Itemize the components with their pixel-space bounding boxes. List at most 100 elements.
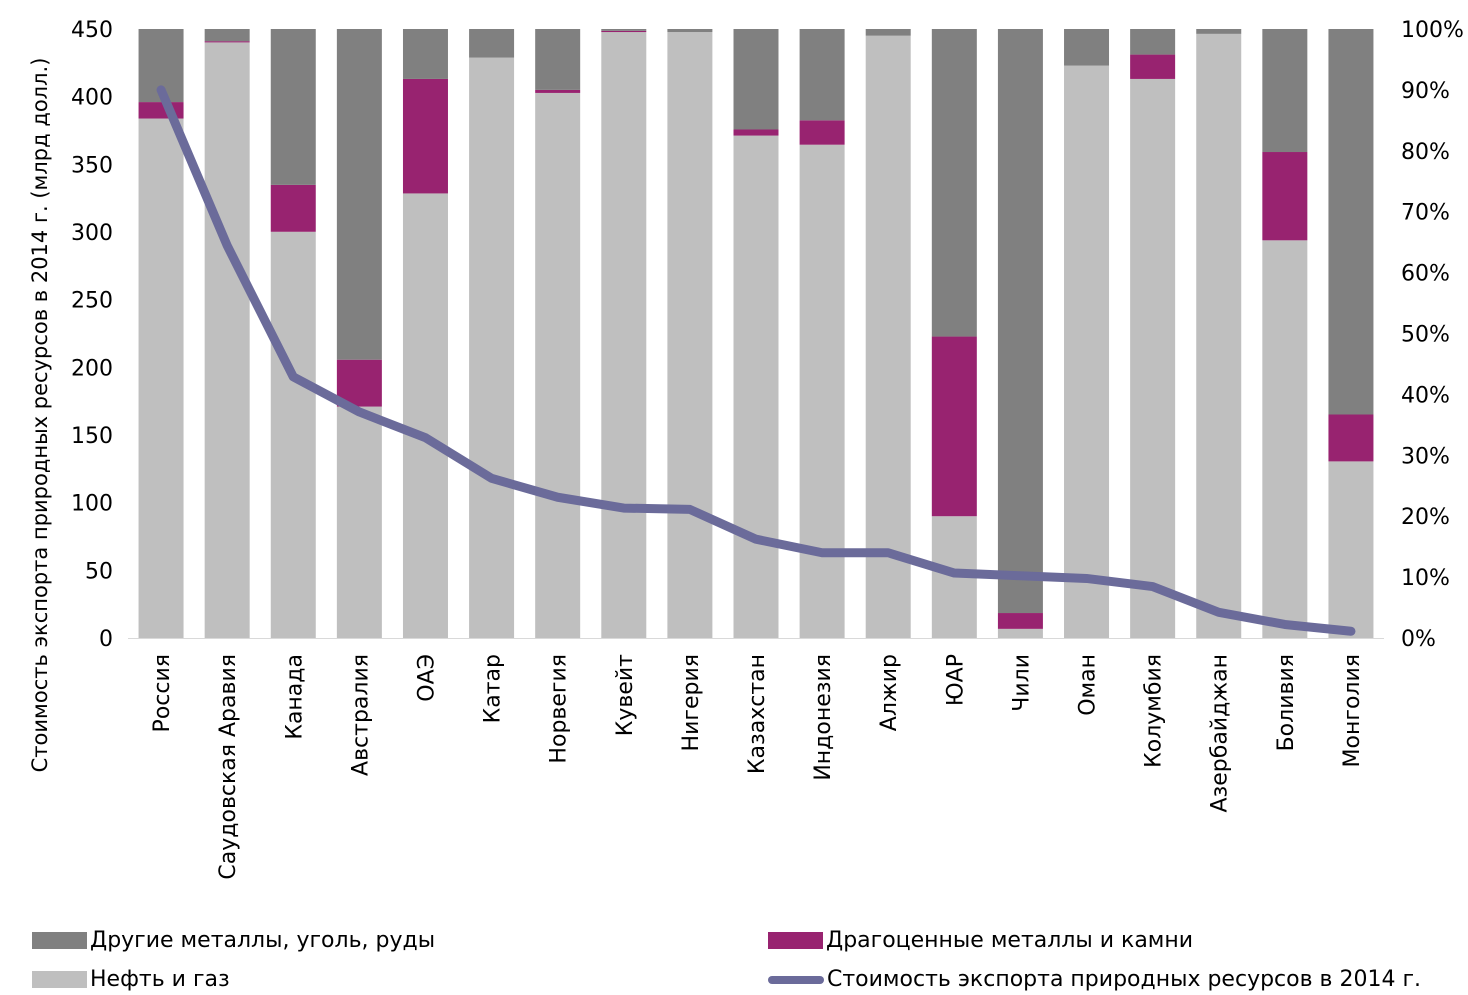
y2-tick-label: 70% <box>1401 201 1450 226</box>
bar-segment-0-7 <box>601 32 647 639</box>
bar-segment-2-9 <box>733 29 779 130</box>
bar-segment-1-13 <box>997 613 1043 629</box>
bar-segment-1-18 <box>1328 414 1374 462</box>
legend-swatch-oil-gas <box>32 971 87 988</box>
bar-segment-1-1 <box>204 41 250 43</box>
bar-segment-2-13 <box>997 29 1043 614</box>
bar-segment-0-2 <box>270 231 316 639</box>
legend-label-precious-metals: Драгоценные металлы и камни <box>826 928 1194 953</box>
y-tick-label: 100 <box>71 492 113 517</box>
bar-segment-1-2 <box>270 184 316 232</box>
x-tick-label: Оман <box>1076 654 1101 716</box>
bar-segment-2-12 <box>931 29 977 337</box>
bar-segment-0-17 <box>1262 240 1308 638</box>
x-tick-label: Монголия <box>1340 654 1365 767</box>
bar-segment-0-5 <box>469 57 515 639</box>
bar-segment-0-18 <box>1328 461 1374 638</box>
y-tick-label: 350 <box>71 153 113 178</box>
x-tick-label: Алжир <box>877 654 902 731</box>
bar-segment-2-5 <box>469 29 515 58</box>
bar-segment-0-9 <box>733 135 779 638</box>
bar-segment-1-3 <box>336 359 382 407</box>
x-tick-label: Норвегия <box>547 654 572 764</box>
legend-label-oil-gas: Нефть и газ <box>90 967 230 992</box>
bar-segment-0-4 <box>402 193 448 638</box>
bar-segment-1-4 <box>402 78 448 194</box>
legend-label-other-metals: Другие металлы, уголь, руды <box>90 928 436 953</box>
legend-item-precious-metals: Драгоценные металлы и камни <box>768 928 1193 953</box>
y-tick-label: 150 <box>71 424 113 449</box>
bar-segment-1-7 <box>601 30 647 33</box>
bar-segment-2-11 <box>865 29 911 36</box>
bars-layer <box>138 29 1374 639</box>
bar-segment-2-14 <box>1064 29 1110 66</box>
legend-swatch-other-metals <box>32 932 87 949</box>
y-tick-label: 450 <box>71 18 113 43</box>
y2-tick-label: 60% <box>1401 262 1450 287</box>
y-tick-label: 250 <box>71 289 113 314</box>
y2-tick-label: 20% <box>1401 505 1450 530</box>
bar-segment-2-18 <box>1328 29 1374 415</box>
bar-segment-0-0 <box>138 118 184 638</box>
axes-layer: 0 50 100 150 200 250 300 350 400 450 0% 10% 20% 30% 40… <box>71 18 1464 880</box>
y-tick-label: 400 <box>71 86 113 111</box>
x-tick-label: Россия <box>150 654 175 732</box>
bar-segment-1-12 <box>931 336 977 517</box>
bar-segment-2-16 <box>1196 29 1242 34</box>
bar-segment-2-7 <box>601 29 647 31</box>
bar-segment-0-14 <box>1064 65 1110 639</box>
x-tick-label: Боливия <box>1274 654 1299 751</box>
bar-segment-0-15 <box>1130 78 1176 638</box>
y2-tick-label: 0% <box>1401 627 1436 652</box>
bar-segment-2-8 <box>667 29 713 33</box>
bar-segment-0-8 <box>667 32 713 639</box>
bar-segment-0-3 <box>336 406 382 638</box>
bar-segment-2-15 <box>1130 29 1176 55</box>
x-tick-label: Казахстан <box>745 654 770 774</box>
bar-segment-0-16 <box>1196 33 1242 639</box>
x-tick-label: Азербайджан <box>1208 654 1233 813</box>
bar-segment-1-9 <box>733 129 779 136</box>
y2-tick-label: 10% <box>1401 566 1450 591</box>
y-tick-label: 0 <box>99 627 113 652</box>
x-tick-label: Катар <box>481 654 506 723</box>
bar-segment-2-10 <box>799 29 845 121</box>
legend-item-oil-gas: Нефть и газ <box>32 967 230 992</box>
bar-segment-0-10 <box>799 144 845 638</box>
x-tick-label: Индонезия <box>811 654 836 781</box>
y2-tick-label: 90% <box>1401 79 1450 104</box>
bar-segment-2-17 <box>1262 29 1308 153</box>
y-tick-label: 200 <box>71 356 113 381</box>
bar-segment-2-4 <box>402 29 448 79</box>
bar-segment-1-15 <box>1130 54 1176 79</box>
bar-segment-1-17 <box>1262 152 1308 241</box>
x-tick-label: Австралия <box>348 654 373 776</box>
bar-segment-2-1 <box>204 29 250 42</box>
x-tick-label: Колумбия <box>1142 654 1167 768</box>
bar-segment-2-3 <box>336 29 382 360</box>
y2-tick-label: 100% <box>1401 18 1464 43</box>
bar-segment-0-6 <box>535 92 581 638</box>
bar-segment-1-6 <box>535 89 581 93</box>
bar-segment-0-11 <box>865 35 911 638</box>
x-tick-label: ЮАР <box>943 654 968 706</box>
y2-tick-label: 80% <box>1401 140 1450 165</box>
y-tick-label: 50 <box>85 559 113 584</box>
x-tick-label: ОАЭ <box>414 654 439 702</box>
line-layer <box>156 85 1356 636</box>
y2-tick-label: 40% <box>1401 383 1450 408</box>
x-tick-label: Чили <box>1009 654 1034 712</box>
x-tick-label: Канада <box>282 654 307 740</box>
legend-swatch-precious-metals <box>768 932 823 949</box>
bar-segment-2-6 <box>535 29 581 90</box>
y-tick-label: 300 <box>71 221 113 246</box>
y-axis-label: Стоимость экспорта природных ресурсов в … <box>28 58 52 773</box>
x-tick-label: Нигерия <box>679 654 704 751</box>
bar-segment-1-10 <box>799 120 845 145</box>
legend-swatch-export-value <box>768 975 824 984</box>
y2-tick-label: 50% <box>1401 323 1450 348</box>
y2-tick-label: 30% <box>1401 444 1450 469</box>
bar-segment-2-2 <box>270 29 316 185</box>
bar-segment-0-1 <box>204 42 250 638</box>
